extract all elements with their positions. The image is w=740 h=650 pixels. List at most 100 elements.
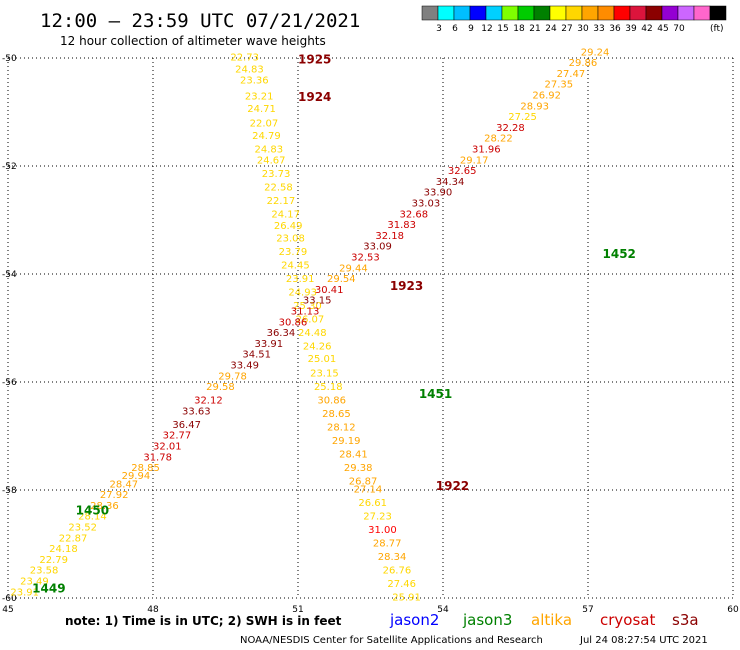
data-point-label: 33.63 (182, 406, 211, 417)
data-point-label: 22.58 (264, 182, 293, 193)
data-point-label: 26.07 (296, 315, 325, 326)
legend-label: 6 (452, 24, 458, 34)
data-point-label: 24.48 (298, 328, 327, 339)
data-point-label: 26.61 (358, 498, 387, 509)
data-point-label: 32.12 (194, 396, 223, 407)
data-point-label: 28.93 (520, 101, 549, 112)
data-point-label: 29.24 (581, 47, 610, 58)
plot-axes: 45 48 51 54 57 60 -50 -52 -54 -56 -58 -60 (2, 54, 739, 615)
data-point-label: 27.47 (557, 69, 586, 80)
data-point-label: 25.18 (314, 382, 343, 393)
legend-label: 18 (513, 24, 525, 34)
data-point-label: 26.76 (383, 566, 412, 577)
data-point-label: 27.23 (363, 512, 392, 523)
data-point-label: 28.47 (110, 479, 139, 490)
data-point-label: 24.83 (255, 145, 284, 156)
data-point-label: 29.19 (332, 436, 361, 447)
legend-label: 21 (529, 24, 540, 34)
data-point-label: 23.79 (279, 247, 308, 258)
data-point-label: 32.28 (496, 123, 525, 134)
legend-swatch (469, 5, 487, 21)
data-point-label: 29.44 (339, 263, 368, 274)
legend-swatch (453, 5, 471, 21)
data-point-label: 32.68 (400, 209, 429, 220)
legend-swatch (645, 5, 663, 21)
time-label: 1922 (436, 479, 469, 493)
data-point-label: 22.17 (267, 196, 296, 207)
data-point-label: 23.21 (245, 92, 274, 103)
data-point-label: 28.85 (131, 463, 160, 474)
data-points: 22.7324.8323.3623.2124.7122.0724.7924.83… (10, 47, 609, 603)
legend-swatch (629, 5, 647, 21)
data-point-label: 23.91 (286, 274, 315, 285)
sat-jason2: jason2 (389, 611, 439, 629)
data-point-label: 24.71 (247, 104, 276, 115)
legend-label: 70 (673, 24, 685, 34)
time-label: 1451 (419, 387, 452, 401)
legend-swatch (613, 5, 631, 21)
legend-unit: (ft) (710, 24, 724, 34)
data-point-label: 26.49 (274, 221, 303, 232)
data-point-label: 31.13 (291, 307, 320, 318)
legend-label: 3 (436, 24, 442, 34)
x-tick-label: 51 (292, 605, 303, 615)
legend-label: 30 (577, 24, 589, 34)
data-point-label: 29.17 (460, 155, 489, 166)
data-point-label: 24.83 (235, 65, 264, 76)
data-point-label: 31.00 (368, 525, 397, 536)
data-point-label: 34.51 (242, 350, 271, 361)
legend-swatch (501, 5, 519, 21)
legend-swatch (565, 5, 583, 21)
data-point-label: 33.03 (412, 199, 441, 210)
x-tick-label: 48 (147, 605, 159, 615)
data-point-label: 34.34 (436, 177, 465, 188)
data-point-label: 32.53 (351, 253, 380, 264)
data-point-label: 28.14 (78, 512, 107, 523)
data-point-label: 31.78 (143, 452, 172, 463)
y-tick-label: -52 (2, 162, 17, 172)
data-point-label: 28.12 (327, 423, 356, 434)
data-point-label: 24.79 (252, 131, 281, 142)
y-tick-label: -54 (2, 270, 17, 280)
data-point-label: 28.36 (90, 501, 119, 512)
legend-label: 15 (497, 24, 508, 34)
data-point-label: 28.34 (378, 552, 407, 563)
data-point-label: 28.77 (373, 539, 402, 550)
data-point-label: 24.18 (49, 544, 78, 555)
data-point-label: 28.22 (484, 134, 513, 145)
legend-label: 45 (657, 24, 668, 34)
data-point-label: 33.09 (363, 242, 392, 253)
sat-s3a: s3a (672, 611, 699, 629)
x-tick-label: 45 (2, 605, 13, 615)
data-point-label: 30.86 (317, 396, 346, 407)
legend-label: 33 (593, 24, 604, 34)
data-point-label: 29.38 (344, 463, 373, 474)
legend-swatch (517, 5, 535, 21)
y-tick-label: -56 (2, 378, 17, 388)
time-label: 1452 (603, 247, 636, 261)
data-point-label: 29.78 (218, 371, 247, 382)
data-point-label: 29.86 (569, 58, 598, 69)
data-point-label: 27.14 (354, 485, 383, 496)
data-point-label: 32.65 (448, 166, 477, 177)
data-point-label: 24.67 (257, 155, 286, 166)
data-point-label: 27.35 (545, 80, 574, 91)
data-point-label: 33.49 (230, 361, 259, 372)
legend-label: 12 (481, 24, 492, 34)
data-point-label: 31.83 (387, 220, 416, 231)
legend-swatch (421, 5, 439, 21)
data-point-label: 32.18 (375, 231, 404, 242)
data-point-label: 25.30 (293, 301, 322, 312)
data-point-label: 23.15 (310, 369, 339, 380)
data-point-label: 23.58 (30, 566, 59, 577)
legend-label: 27 (561, 24, 572, 34)
data-point-label: 24.45 (281, 261, 310, 272)
data-point-label: 29.54 (327, 274, 356, 285)
footer-note: note: 1) Time is in UTC; 2) SWH is in fe… (65, 614, 342, 628)
data-point-label: 32.01 (153, 442, 182, 453)
data-point-label: 25.01 (308, 354, 337, 365)
sat-altika: altika (531, 611, 572, 629)
legend-label: 24 (545, 24, 557, 34)
data-point-label: 33.91 (255, 339, 284, 350)
